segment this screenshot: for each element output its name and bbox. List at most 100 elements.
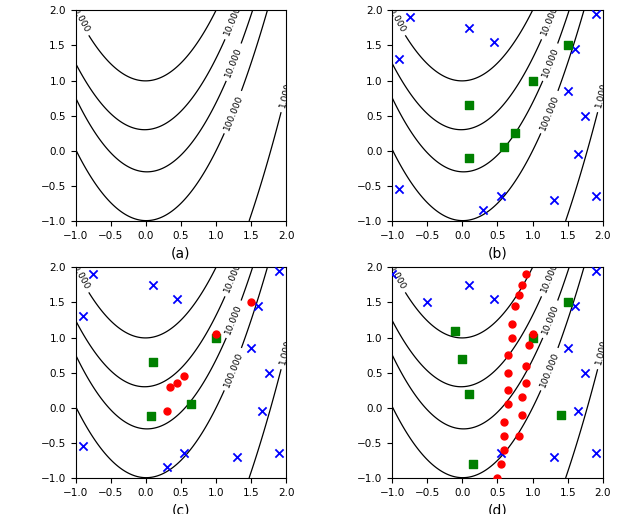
Text: 100.000: 100.000 — [381, 0, 407, 34]
Point — [527, 330, 538, 338]
Text: 10.000: 10.000 — [224, 46, 244, 79]
Text: (c): (c) — [172, 503, 190, 514]
Point — [468, 460, 478, 468]
Point — [563, 41, 573, 49]
Text: 10.000: 10.000 — [540, 5, 559, 37]
Point — [179, 372, 189, 380]
Point — [211, 334, 221, 342]
Point — [404, 13, 415, 22]
Point — [580, 112, 590, 120]
Point — [499, 432, 509, 440]
Text: 100.000: 100.000 — [222, 94, 244, 132]
Point — [499, 143, 509, 151]
Point — [257, 407, 267, 415]
Point — [77, 443, 88, 451]
Point — [148, 281, 158, 289]
Point — [77, 313, 88, 321]
Point — [148, 358, 158, 366]
Point — [573, 150, 583, 158]
Point — [563, 344, 573, 352]
Text: 10.000: 10.000 — [223, 262, 243, 294]
Point — [496, 192, 506, 200]
Point — [503, 400, 513, 409]
Point — [489, 295, 499, 303]
Point — [162, 407, 172, 415]
Point — [478, 206, 488, 214]
Point — [520, 270, 531, 279]
Point — [394, 56, 404, 64]
Point — [464, 154, 474, 162]
Text: 100.000: 100.000 — [538, 94, 561, 132]
Text: (a): (a) — [171, 246, 191, 260]
Point — [591, 192, 601, 200]
Point — [422, 298, 433, 306]
Point — [264, 369, 274, 377]
Point — [499, 418, 509, 426]
Point — [464, 390, 474, 398]
Text: 10.000: 10.000 — [223, 5, 243, 37]
Point — [172, 295, 182, 303]
Point — [510, 302, 520, 310]
Point — [489, 38, 499, 46]
Point — [172, 379, 182, 388]
Point — [464, 101, 474, 109]
Point — [179, 449, 189, 457]
Point — [591, 449, 601, 457]
Point — [492, 474, 502, 482]
Point — [165, 382, 175, 391]
Point — [563, 87, 573, 95]
Point — [563, 298, 573, 306]
Point — [387, 270, 397, 279]
Point — [520, 379, 531, 388]
Point — [573, 407, 583, 415]
Point — [517, 411, 527, 419]
Point — [499, 446, 509, 454]
Text: (b): (b) — [488, 246, 508, 260]
Point — [496, 449, 506, 457]
Point — [517, 281, 527, 289]
Text: 1.000: 1.000 — [595, 81, 609, 108]
Text: 10.000: 10.000 — [540, 262, 559, 294]
Point — [503, 351, 513, 359]
Text: 100.000: 100.000 — [65, 0, 91, 34]
Text: 10.000: 10.000 — [540, 303, 561, 336]
Point — [246, 344, 256, 352]
Point — [457, 355, 467, 363]
Point — [517, 393, 527, 401]
Point — [186, 400, 196, 409]
Point — [450, 326, 460, 335]
Point — [527, 334, 538, 342]
Point — [503, 386, 513, 394]
Point — [232, 453, 242, 461]
Point — [580, 369, 590, 377]
Text: 100.000: 100.000 — [538, 351, 561, 389]
Point — [162, 464, 172, 472]
Point — [506, 334, 516, 342]
Point — [591, 10, 601, 18]
Point — [211, 330, 221, 338]
Point — [548, 196, 559, 204]
Text: 100.000: 100.000 — [65, 254, 91, 291]
Text: 1.000: 1.000 — [278, 338, 293, 366]
Point — [88, 270, 99, 279]
Point — [548, 453, 559, 461]
Point — [464, 24, 474, 32]
Point — [570, 45, 580, 53]
Point — [524, 340, 534, 348]
Text: 1.000: 1.000 — [595, 338, 609, 366]
Point — [510, 129, 520, 137]
Text: 10.000: 10.000 — [540, 46, 561, 79]
Text: (d): (d) — [488, 503, 508, 514]
Point — [274, 449, 284, 457]
Point — [464, 281, 474, 289]
Point — [496, 460, 506, 468]
Point — [274, 267, 284, 275]
Point — [253, 302, 263, 310]
Point — [394, 185, 404, 193]
Point — [591, 267, 601, 275]
Point — [513, 291, 524, 300]
Point — [503, 369, 513, 377]
Point — [527, 77, 538, 85]
Point — [556, 411, 566, 419]
Text: 100.000: 100.000 — [222, 351, 244, 389]
